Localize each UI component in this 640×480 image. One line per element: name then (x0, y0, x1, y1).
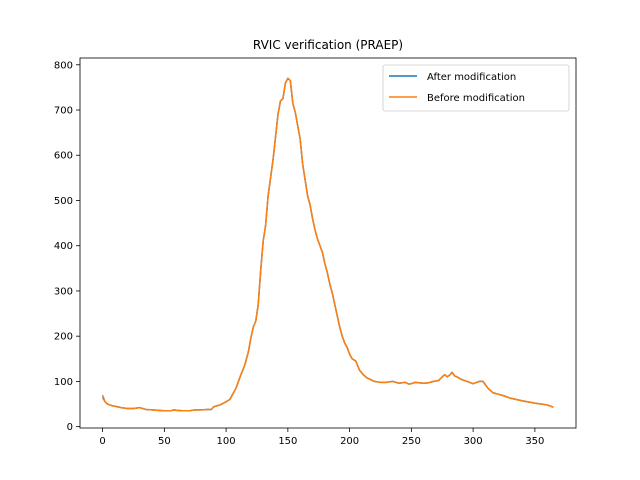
x-tick-label: 50 (158, 436, 171, 447)
y-tick-label: 200 (54, 332, 73, 343)
y-tick-label: 600 (54, 151, 73, 162)
series-layer (101, 77, 554, 412)
y-tick-label: 0 (67, 422, 73, 433)
x-tick-label: 100 (217, 436, 236, 447)
series-line-before (101, 77, 554, 412)
x-axis: 0 50 100 150 200 250 300 350 (99, 428, 544, 447)
x-tick-label: 0 (99, 436, 105, 447)
y-tick-label: 500 (54, 196, 73, 207)
x-tick-label: 250 (402, 436, 421, 447)
x-tick-label: 150 (278, 436, 297, 447)
legend-label-after: After modification (427, 72, 516, 83)
x-tick-label: 300 (464, 436, 483, 447)
plot-area-frame (79, 57, 577, 429)
y-axis: 0 100 200 300 400 500 600 700 800 (54, 60, 80, 433)
y-tick-label: 800 (54, 60, 73, 71)
legend: After modification Before modification (382, 64, 570, 112)
y-tick-label: 300 (54, 286, 73, 297)
legend-box (382, 64, 570, 112)
legend-label-before: Before modification (427, 93, 525, 104)
x-tick-label: 200 (340, 436, 359, 447)
y-tick-label: 400 (54, 241, 73, 252)
y-tick-label: 700 (54, 106, 73, 117)
series-line-after (101, 77, 554, 412)
chart-title: RVIC verification (PRAEP) (253, 38, 403, 52)
x-tick-label: 350 (525, 436, 544, 447)
y-tick-label: 100 (54, 377, 73, 388)
